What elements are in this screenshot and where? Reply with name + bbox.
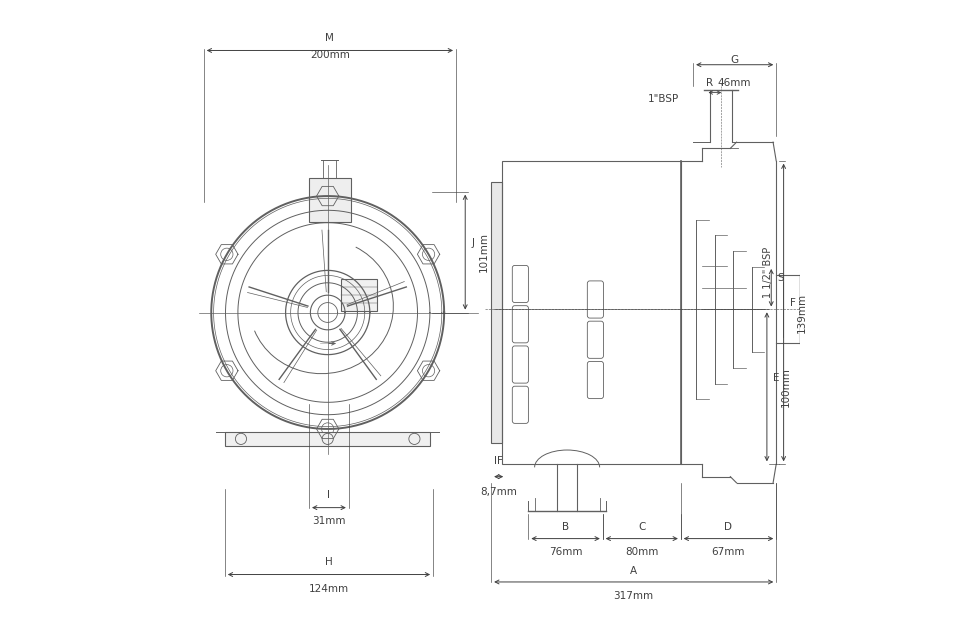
Text: G: G <box>731 55 739 65</box>
Text: 1 1/2" BSP: 1 1/2" BSP <box>762 247 772 298</box>
Text: E: E <box>773 372 779 382</box>
Bar <box>341 279 377 311</box>
Text: B: B <box>562 522 569 532</box>
Text: IF: IF <box>494 456 503 466</box>
Text: 46mm: 46mm <box>718 78 752 88</box>
Text: F: F <box>790 298 796 308</box>
Text: D: D <box>724 522 732 532</box>
Text: 67mm: 67mm <box>711 548 745 558</box>
Text: 317mm: 317mm <box>613 591 654 601</box>
Text: C: C <box>638 522 646 532</box>
Text: 139mm: 139mm <box>798 292 808 332</box>
Text: 101mm: 101mm <box>479 232 489 272</box>
Bar <box>503 161 681 464</box>
Text: A: A <box>630 566 637 576</box>
Text: 31mm: 31mm <box>313 516 346 526</box>
Text: 100mm: 100mm <box>780 367 791 407</box>
Text: J: J <box>471 238 474 248</box>
Text: 80mm: 80mm <box>625 548 659 558</box>
Text: 76mm: 76mm <box>549 548 582 558</box>
Bar <box>491 182 503 442</box>
Text: I: I <box>327 490 330 500</box>
Text: 124mm: 124mm <box>309 584 349 594</box>
Bar <box>309 178 351 222</box>
Text: M: M <box>325 33 334 43</box>
Text: H: H <box>325 557 333 567</box>
Text: 1"BSP: 1"BSP <box>648 94 679 104</box>
Text: S: S <box>777 273 784 283</box>
Bar <box>225 432 430 446</box>
Text: 200mm: 200mm <box>310 51 350 61</box>
Text: 8,7mm: 8,7mm <box>480 487 517 497</box>
Text: R: R <box>707 78 713 88</box>
